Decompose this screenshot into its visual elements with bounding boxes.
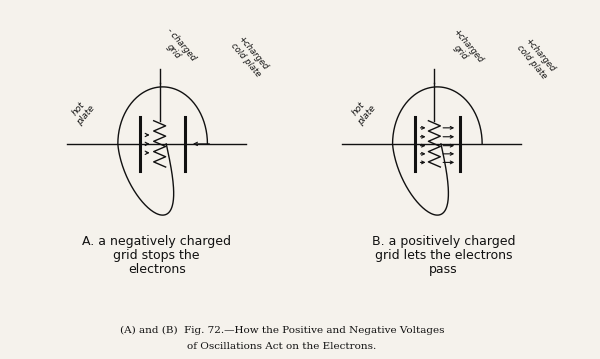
Text: +charged
cold plate: +charged cold plate bbox=[229, 34, 270, 79]
Text: +charged
cold plate: +charged cold plate bbox=[515, 36, 557, 80]
Text: grid stops the: grid stops the bbox=[113, 249, 200, 262]
Text: hot
plate: hot plate bbox=[67, 97, 97, 127]
Text: B. a positively charged: B. a positively charged bbox=[371, 235, 515, 248]
Text: hot
plate: hot plate bbox=[348, 97, 377, 127]
Text: grid lets the electrons: grid lets the electrons bbox=[374, 249, 512, 262]
Text: (A) and (B)  Fig. 72.—How the Positive and Negative Voltages: (A) and (B) Fig. 72.—How the Positive an… bbox=[120, 326, 445, 335]
Text: of Oscillations Act on the Electrons.: of Oscillations Act on the Electrons. bbox=[187, 342, 377, 351]
Text: +charged
grid: +charged grid bbox=[443, 27, 485, 71]
Text: pass: pass bbox=[429, 263, 458, 276]
Text: - charged
grid: - charged grid bbox=[157, 26, 198, 69]
Text: electrons: electrons bbox=[128, 263, 185, 276]
Text: A. a negatively charged: A. a negatively charged bbox=[82, 235, 231, 248]
